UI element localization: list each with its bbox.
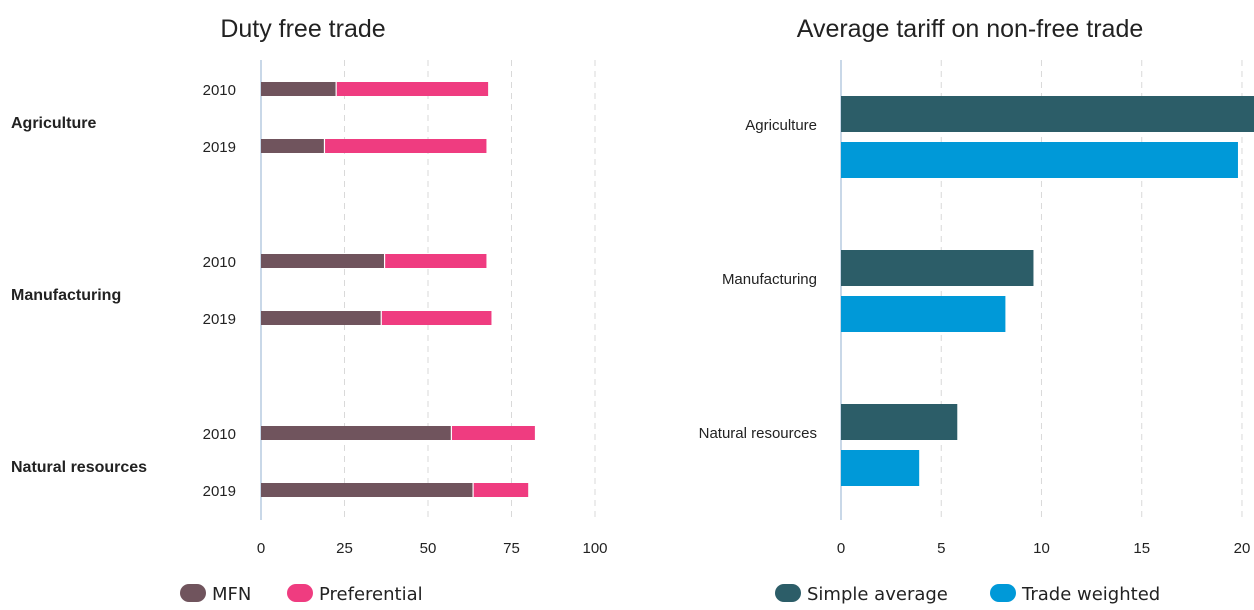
legend-swatch-preferential (287, 584, 313, 602)
legend-swatch-simple-average (775, 584, 801, 602)
left-x-tick-100: 100 (582, 540, 607, 557)
left-chart-title: Duty free trade (220, 15, 385, 43)
left-legend: MFN Preferential (180, 584, 423, 605)
bar-preferential-natural-resources-2010 (451, 426, 535, 440)
legend-label-preferential: Preferential (319, 584, 423, 605)
left-x-ticks: 0 25 50 75 100 (257, 540, 608, 557)
left-group-label-natural-resources: Natural resources (11, 459, 147, 476)
bar-simple-average-natural-resources (841, 404, 958, 440)
right-x-tick-15: 15 (1133, 540, 1150, 557)
left-x-tick-25: 25 (336, 540, 353, 557)
right-bars (841, 96, 1254, 486)
left-year-label-natural-resources-2019: 2019 (203, 483, 236, 500)
bar-preferential-natural-resources-2019 (473, 483, 529, 497)
left-year-label-manufacturing-2010: 2010 (203, 254, 236, 271)
bar-simple-average-manufacturing (841, 250, 1034, 286)
bar-mfn-manufacturing-2010 (261, 254, 385, 268)
bar-preferential-agriculture-2019 (324, 139, 487, 153)
bar-preferential-manufacturing-2019 (381, 311, 492, 325)
right-x-tick-10: 10 (1033, 540, 1050, 557)
bar-mfn-natural-resources-2019 (261, 483, 474, 497)
right-x-tick-0: 0 (837, 540, 845, 557)
right-x-ticks: 0 5 10 15 20 (837, 540, 1250, 557)
duty-free-trade-chart: Duty free trade Agriculture 2010 2019 Manuf… (11, 15, 608, 605)
left-year-label-natural-resources-2010: 2010 (203, 426, 236, 443)
right-category-label-manufacturing: Manufacturing (722, 271, 817, 288)
right-labels: Agriculture Manufacturing Natural resource… (699, 117, 817, 442)
legend-label-trade-weighted: Trade weighted (1021, 584, 1160, 605)
legend-swatch-trade-weighted (990, 584, 1016, 602)
bar-mfn-natural-resources-2010 (261, 426, 452, 440)
left-group-label-manufacturing: Manufacturing (11, 287, 121, 304)
average-tariff-chart: Average tariff on non-free trade Agricul… (699, 15, 1254, 605)
bar-simple-average-agriculture (841, 96, 1254, 132)
right-chart-title: Average tariff on non-free trade (797, 15, 1144, 43)
left-year-label-agriculture-2010: 2010 (203, 82, 236, 99)
legend-swatch-mfn (180, 584, 206, 602)
bar-mfn-agriculture-2010 (261, 82, 337, 96)
left-gridlines (344, 60, 596, 520)
left-labels: Agriculture 2010 2019 Manufacturing 2010 2019… (11, 82, 236, 500)
bar-preferential-agriculture-2010 (336, 82, 489, 96)
left-year-label-agriculture-2019: 2019 (203, 139, 236, 156)
left-x-tick-75: 75 (503, 540, 520, 557)
bar-trade-weighted-natural-resources (841, 450, 920, 486)
right-x-tick-5: 5 (937, 540, 945, 557)
bar-preferential-manufacturing-2010 (384, 254, 487, 268)
bar-trade-weighted-agriculture (841, 142, 1238, 178)
right-category-label-natural-resources: Natural resources (699, 425, 817, 442)
legend-label-mfn: MFN (212, 584, 251, 605)
legend-label-simple-average: Simple average (807, 584, 948, 605)
bar-mfn-manufacturing-2019 (261, 311, 382, 325)
bar-mfn-agriculture-2019 (261, 139, 325, 153)
left-bars (261, 82, 535, 497)
left-year-label-manufacturing-2019: 2019 (203, 311, 236, 328)
left-group-label-agriculture: Agriculture (11, 115, 96, 132)
left-x-tick-0: 0 (257, 540, 265, 557)
left-x-tick-50: 50 (420, 540, 437, 557)
right-legend: Simple average Trade weighted (775, 584, 1160, 605)
right-category-label-agriculture: Agriculture (745, 117, 817, 134)
right-x-tick-20: 20 (1234, 540, 1251, 557)
bar-trade-weighted-manufacturing (841, 296, 1006, 332)
